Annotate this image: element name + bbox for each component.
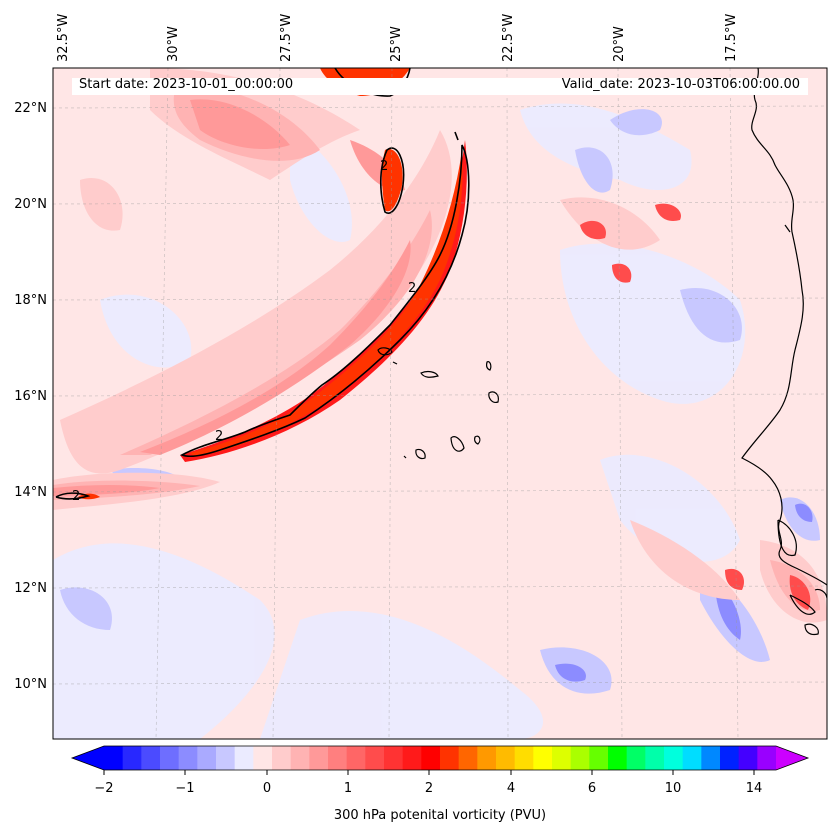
colorbar-tick-label: −2 xyxy=(94,781,113,796)
colorbar-segment xyxy=(122,746,142,770)
colorbar-segment xyxy=(402,746,422,770)
colorbar-tick-label: 0 xyxy=(263,781,271,796)
colorbar-segment xyxy=(514,746,534,770)
colorbar-segment xyxy=(290,746,310,770)
colorbar-segment xyxy=(160,746,180,770)
lat-label: 10°N xyxy=(14,677,47,692)
lat-label: 16°N xyxy=(14,389,47,404)
colorbar-tick-label: 1 xyxy=(344,781,352,796)
lon-label: 17.5°W xyxy=(724,14,739,62)
header-bar xyxy=(72,78,808,95)
valid-date: Valid_date: 2023-10-03T06:00:00.00 xyxy=(561,77,800,92)
colorbar-segment xyxy=(757,746,777,770)
colorbar-segment xyxy=(701,746,721,770)
colorbar-segment xyxy=(197,746,217,770)
colorbar-segment xyxy=(346,746,366,770)
colorbar-label: 300 hPa potenital vorticity (PVU) xyxy=(333,808,547,823)
map-frame xyxy=(52,67,828,740)
lat-label: 22°N xyxy=(14,101,47,116)
colorbar-segment xyxy=(626,746,646,770)
colorbar-segment xyxy=(458,746,478,770)
lat-label: 18°N xyxy=(14,293,47,308)
colorbar-segment xyxy=(440,746,460,770)
lat-label: 12°N xyxy=(14,581,47,596)
colorbar-segment xyxy=(496,746,516,770)
colorbar-segment xyxy=(645,746,665,770)
colorbar-segment xyxy=(421,746,441,770)
colorbar-tick-label: 4 xyxy=(507,781,515,796)
colorbar-segment xyxy=(365,746,385,770)
start-date: Start date: 2023-10-01_00:00:00 xyxy=(79,77,294,92)
colorbar-tick-label: 14 xyxy=(746,781,763,796)
colorbar xyxy=(70,745,810,771)
colorbar-segment xyxy=(477,746,497,770)
lat-label: 14°N xyxy=(14,485,47,500)
contour-label: 2 xyxy=(215,429,223,444)
colorbar-tick-label: −1 xyxy=(175,781,194,796)
colorbar-segment xyxy=(178,746,198,770)
colorbar-segment xyxy=(104,746,124,770)
contour-label: 2 xyxy=(72,489,80,504)
colorbar-segment xyxy=(738,746,758,770)
colorbar-segment xyxy=(720,746,740,770)
lat-label: 20°N xyxy=(14,197,47,212)
colorbar-ticks xyxy=(103,770,755,775)
colorbar-segment xyxy=(253,746,273,770)
colorbar-segment xyxy=(309,746,329,770)
colorbar-segment xyxy=(682,746,702,770)
colorbar-segment xyxy=(664,746,684,770)
contour-label: 2 xyxy=(380,159,388,174)
colorbar-segment xyxy=(141,746,161,770)
colorbar-segment xyxy=(384,746,404,770)
colorbar-extend-min xyxy=(72,746,104,770)
colorbar-segment xyxy=(272,746,292,770)
lon-label: 27.5°W xyxy=(279,14,294,62)
colorbar-segment xyxy=(570,746,590,770)
colorbar-segment xyxy=(216,746,236,770)
colorbar-tick-label: 6 xyxy=(588,781,596,796)
lon-label: 30°W xyxy=(166,26,181,62)
colorbar-segment xyxy=(328,746,348,770)
contour-label: 2 xyxy=(408,281,416,296)
lon-label: 25°W xyxy=(389,26,404,62)
pv-field xyxy=(53,68,827,739)
colorbar-tick-label: 10 xyxy=(665,781,682,796)
lon-label: 22.5°W xyxy=(501,14,516,62)
lon-label: 20°W xyxy=(612,26,627,62)
lon-label: 32.5°W xyxy=(56,14,71,62)
colorbar-tick-label: 2 xyxy=(425,781,433,796)
colorbar-segment xyxy=(608,746,628,770)
colorbar-segment xyxy=(533,746,553,770)
colorbar-extend-max xyxy=(776,746,808,770)
colorbar-segment xyxy=(589,746,609,770)
colorbar-segment xyxy=(552,746,572,770)
colorbar-segment xyxy=(234,746,254,770)
